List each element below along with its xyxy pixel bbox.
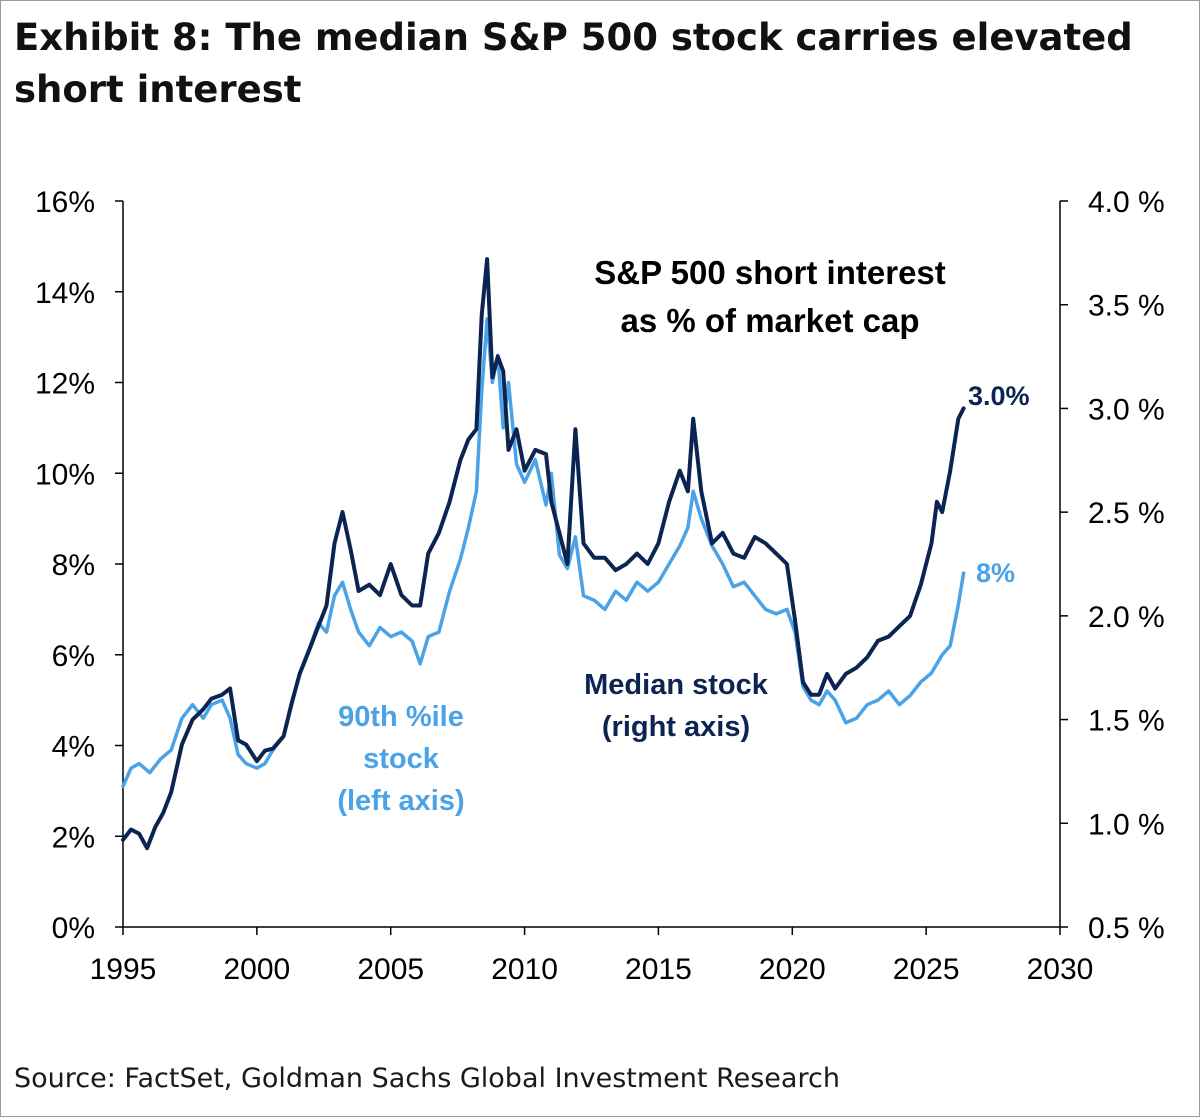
left-tick-label: 2% <box>52 821 95 854</box>
median-series-label: Median stock <box>584 669 769 701</box>
right-tick-label: 0.5 % <box>1088 912 1165 945</box>
right-tick-label: 1.0 % <box>1088 808 1165 841</box>
median-end-label: 3.0% <box>968 381 1030 411</box>
chart-inner-title-line: as % of market cap <box>621 302 920 339</box>
right-tick-label: 1.5 % <box>1088 705 1165 738</box>
right-tick-label: 2.0 % <box>1088 601 1165 634</box>
right-tick-label: 3.0 % <box>1088 393 1165 426</box>
x-tick-label: 2015 <box>625 953 692 986</box>
p90-end-label: 8% <box>976 558 1015 588</box>
x-tick-label: 2010 <box>491 953 558 986</box>
annotations: S&P 500 short interest as % of market cap… <box>337 254 1029 817</box>
median-stock-line <box>121 257 966 851</box>
source-note: Source: FactSet, Goldman Sachs Global In… <box>14 1063 840 1094</box>
exhibit-title: Exhibit 8: The median S&P 500 stock carr… <box>14 16 1133 111</box>
left-tick-label: 0% <box>52 912 95 945</box>
x-tick-label: 2000 <box>223 953 290 986</box>
left-tick-label: 16% <box>35 186 95 219</box>
left-tick-label: 12% <box>35 368 95 401</box>
x-tick-label: 2025 <box>893 953 960 986</box>
x-tick-label: 2005 <box>357 953 424 986</box>
right-tick-label: 2.5 % <box>1088 497 1165 530</box>
x-tick-label: 2030 <box>1027 953 1094 986</box>
chart-inner-title-line: S&P 500 short interest <box>594 254 946 291</box>
p90-stock-line <box>121 317 966 789</box>
p90-series-label: 90th %ile <box>338 701 464 733</box>
x-tick-label: 2020 <box>759 953 826 986</box>
right-tick-label: 4.0 % <box>1088 186 1165 219</box>
left-tick-label: 6% <box>52 640 95 673</box>
left-tick-label: 10% <box>35 458 95 491</box>
x-tick-label: 1995 <box>90 953 157 986</box>
median-series-label: (right axis) <box>602 711 750 743</box>
left-tick-label: 4% <box>52 731 95 764</box>
p90-series-label: (left axis) <box>337 785 464 817</box>
left-tick-label: 8% <box>52 549 95 582</box>
p90-series-label: stock <box>363 743 440 775</box>
right-tick-label: 3.5 % <box>1088 290 1165 323</box>
left-tick-label: 14% <box>35 277 95 310</box>
axes: 0% 2% 4% 6% 8% 10% 12% 14% 16% 0.5 % 1.0 % 1.5 % 2.0… <box>35 186 1165 986</box>
series-layer <box>121 257 966 851</box>
